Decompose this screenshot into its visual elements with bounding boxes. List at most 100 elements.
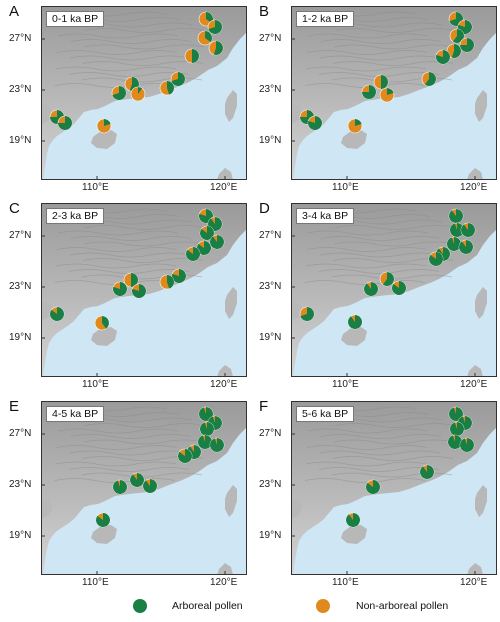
site-pie-chart [94, 315, 110, 331]
map-svg [291, 6, 497, 180]
arboreal-slice [449, 223, 464, 237]
site-pie-chart [379, 87, 395, 103]
period-label: 4-5 ka BP [46, 406, 105, 422]
arboreal-slice [102, 316, 109, 329]
arboreal-slice [58, 116, 72, 130]
terrain-texture [320, 434, 442, 439]
map-svg [291, 401, 497, 575]
longitude-label: 110°E [82, 182, 109, 193]
arboreal-slice [429, 252, 444, 266]
site-pie-chart [419, 464, 435, 480]
arboreal-slice [449, 422, 464, 436]
site-pie-chart [57, 115, 73, 131]
legend-label-arboreal: Arboreal pollen [172, 600, 243, 612]
latitude-label: 27°N [9, 33, 32, 44]
map-panel-d: D 3-4 ka BP 27°N 23°N 19°N 110°E 120°E [259, 200, 497, 390]
arboreal-slice [461, 223, 476, 237]
arboreal-slice [104, 119, 111, 126]
latitude-label: 19°N [259, 530, 282, 541]
legend: Arboreal pollen Non-arboreal pollen [0, 596, 500, 618]
terrain-texture [318, 269, 440, 274]
longitude-label: 110°E [332, 182, 359, 193]
latitude-label: 23°N [9, 281, 32, 292]
site-pie-chart [449, 222, 465, 238]
site-pie-chart [447, 434, 463, 450]
terrain-texture [56, 445, 178, 450]
terrain-texture [306, 445, 428, 450]
arboreal-swatch [133, 599, 147, 613]
terrain-texture [56, 50, 178, 55]
arboreal-slice [382, 272, 395, 286]
terrain-texture [333, 439, 455, 445]
legend-label-non-arboreal: Non-arboreal pollen [356, 600, 449, 612]
terrain-texture [305, 263, 427, 269]
longitude-label: 120°E [460, 379, 488, 390]
latitude-label: 23°N [9, 479, 32, 490]
arboreal-slice [459, 240, 474, 254]
terrain-texture [70, 434, 192, 439]
terrain-texture [318, 467, 440, 472]
terrain-texture [306, 247, 428, 252]
arboreal-slice [205, 31, 212, 43]
panel-letter: F [259, 398, 269, 415]
latitude-label: 23°N [259, 84, 282, 95]
arboreal-slice [435, 50, 450, 64]
hainan-island [91, 525, 117, 544]
terrain-texture [83, 439, 205, 445]
longitude-label: 110°E [332, 577, 359, 588]
site-pie-chart [123, 272, 139, 288]
arboreal-slice [452, 28, 465, 43]
terrain-texture [83, 44, 205, 50]
arboreal-slice [206, 12, 213, 24]
terrain-texture [55, 461, 177, 467]
site-pie-chart [345, 512, 361, 528]
latitude-label: 23°N [259, 281, 282, 292]
map-panel-e: E 4-5 ka BP 27°N 23°N 19°N 110°E 120°E [9, 398, 247, 588]
latitude-label: 19°N [259, 135, 282, 146]
terrain-texture [84, 225, 206, 230]
luzon-island [467, 168, 483, 180]
terrain-texture [307, 428, 429, 434]
taiwan-island [225, 485, 237, 517]
site-pie-chart [458, 239, 474, 255]
site-pie-chart [197, 30, 213, 46]
terrain-texture [55, 66, 177, 72]
map-panel-b: B 1-2 ka BP 27°N 23°N 19°N 110°E 120°E [259, 3, 497, 193]
luzon-island [217, 168, 233, 180]
terrain-texture [82, 258, 204, 263]
map-frame [291, 6, 497, 180]
map-frame [41, 203, 247, 377]
terrain-texture [57, 33, 179, 39]
site-pie-chart [208, 40, 224, 56]
site-pie-chart [198, 406, 214, 422]
terrain-texture [307, 230, 429, 236]
taiwan-island [225, 287, 237, 319]
panel-letter: D [259, 200, 270, 217]
latitude-label: 27°N [259, 428, 282, 439]
terrain-texture [84, 28, 206, 33]
terrain-texture [304, 280, 426, 285]
terrain-texture [70, 39, 192, 44]
arboreal-slice [364, 282, 379, 296]
site-pie-chart [365, 479, 381, 495]
arboreal-slice [460, 38, 474, 52]
arboreal-slice [362, 85, 376, 99]
longitude-label: 110°E [82, 577, 109, 588]
site-pie-chart [129, 472, 145, 488]
site-pie-chart [171, 268, 187, 284]
site-pie-chart [449, 421, 465, 437]
arboreal-slice [186, 247, 201, 261]
arboreal-slice [366, 480, 381, 494]
site-pie-chart [448, 208, 464, 224]
latitude-label: 27°N [9, 428, 32, 439]
terrain-texture [68, 72, 190, 77]
hainan-island [91, 130, 117, 149]
terrain-texture [69, 450, 191, 456]
arboreal-slice [448, 407, 463, 421]
arboreal-slice [178, 449, 193, 463]
non-arboreal-swatch [316, 599, 330, 613]
site-pie-chart [196, 240, 212, 256]
taiwan-island [475, 90, 487, 122]
terrain-texture [55, 263, 177, 269]
site-pie-chart [170, 71, 186, 87]
